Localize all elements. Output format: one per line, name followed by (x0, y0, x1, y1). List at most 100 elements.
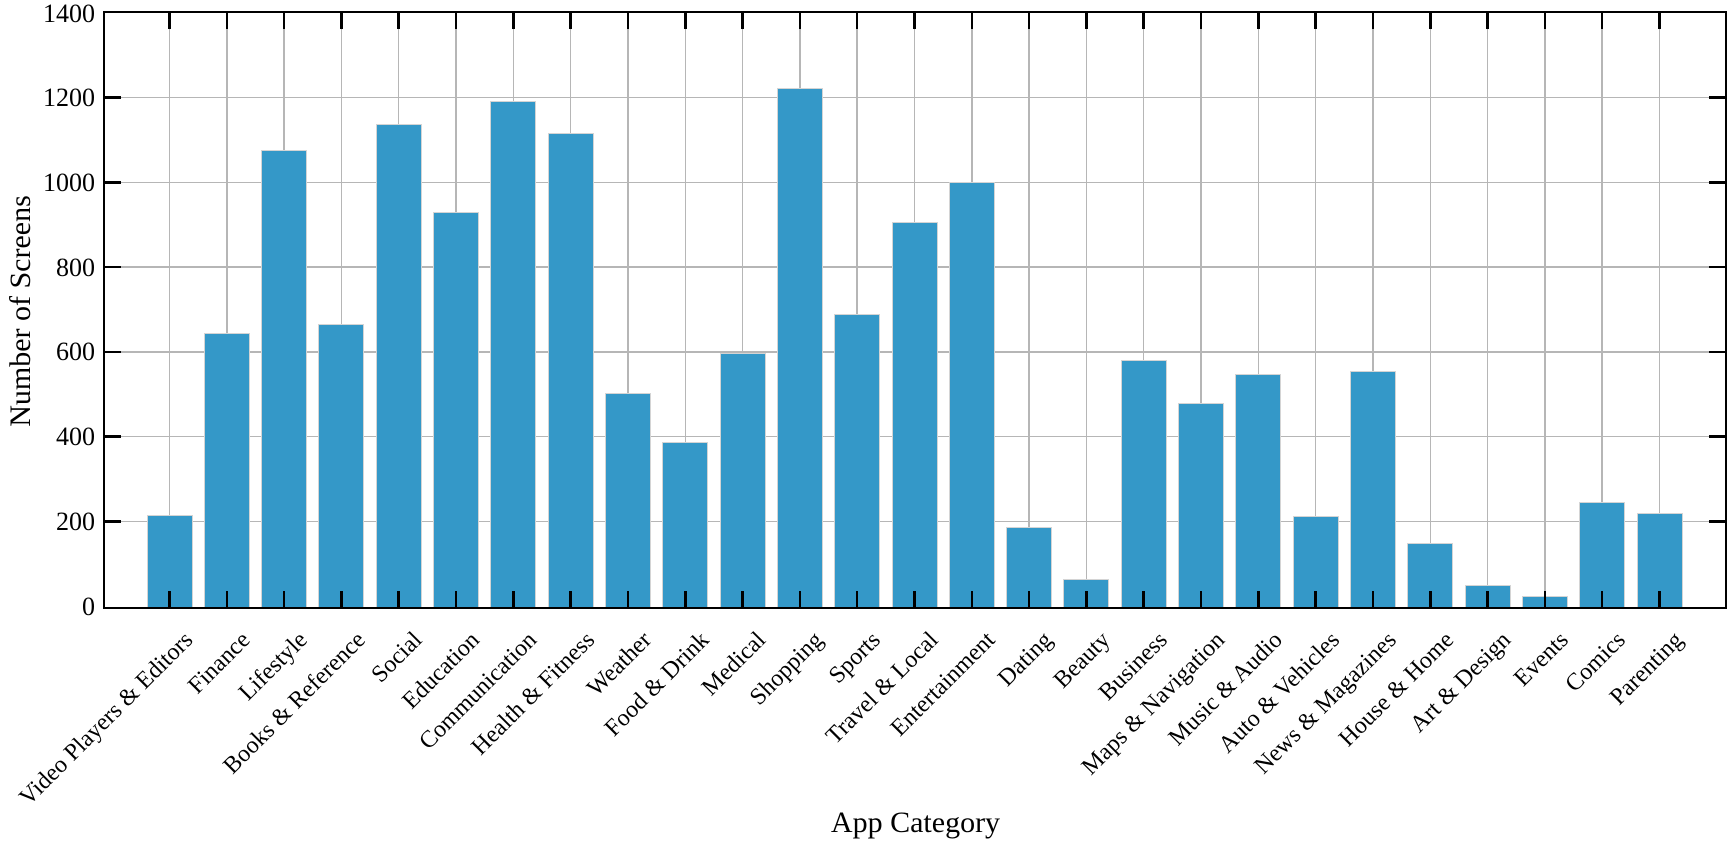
y-tick-right (1709, 265, 1725, 269)
x-tick-bottom (684, 591, 687, 607)
bar (1178, 402, 1225, 607)
y-tick-left (105, 265, 121, 269)
x-tick-top (626, 13, 630, 29)
bar (203, 333, 250, 607)
bar (834, 313, 881, 607)
x-tick-bottom (340, 591, 343, 607)
x-tick-bottom (1142, 591, 1145, 607)
bar (719, 352, 766, 607)
x-tick-bottom (225, 591, 229, 607)
x-tick-top (855, 13, 859, 29)
bar (948, 181, 995, 607)
v-gridline (1544, 13, 1546, 607)
y-tick-label: 400 (56, 422, 95, 452)
x-tick-bottom (282, 591, 286, 607)
y-tick-right (1709, 435, 1725, 438)
y-tick-label: 600 (56, 337, 95, 367)
y-tick-label: 800 (56, 252, 95, 282)
v-gridline (856, 13, 858, 607)
bar (1579, 502, 1626, 607)
bar (1349, 370, 1396, 607)
x-axis-title: App Category (830, 806, 1001, 839)
x-tick-bottom (1658, 591, 1661, 607)
x-tick-bottom (855, 591, 859, 607)
y-tick-left (105, 350, 121, 354)
v-gridline (1486, 13, 1489, 607)
x-tick-top (225, 13, 229, 29)
v-gridline (1085, 13, 1088, 607)
bar (433, 211, 480, 607)
x-tick-top (454, 13, 458, 29)
v-gridline (1200, 13, 1202, 607)
x-tick-bottom (1314, 591, 1317, 607)
y-tick-left (105, 520, 121, 523)
x-tick-top (1257, 13, 1260, 29)
x-tick-top (970, 13, 974, 29)
x-tick-top (397, 13, 400, 29)
x-tick-top (798, 13, 802, 29)
y-tick-left (105, 96, 121, 99)
y-tick-label: 1400 (43, 0, 95, 28)
v-gridline (168, 13, 171, 607)
bar (891, 222, 938, 607)
x-tick-bottom (1085, 591, 1088, 607)
x-tick-bottom (1199, 591, 1203, 607)
x-tick-bottom (1371, 591, 1375, 607)
y-tick-label: 1200 (43, 83, 95, 113)
v-gridline (1028, 13, 1030, 607)
x-tick-label: Dating (993, 627, 1059, 692)
v-gridline (1314, 13, 1317, 607)
bar (490, 101, 537, 607)
y-tick-right (1709, 520, 1725, 523)
x-tick-bottom (1429, 591, 1432, 607)
x-tick-top (1543, 13, 1547, 29)
x-tick-top (1600, 13, 1604, 29)
x-tick-bottom (569, 591, 572, 607)
v-gridline (684, 13, 687, 607)
x-tick-top (1085, 13, 1088, 29)
y-tick-right (1709, 96, 1725, 99)
bar (375, 123, 422, 607)
y-tick-label: 0 (82, 591, 95, 621)
x-tick-bottom (1486, 591, 1489, 607)
y-tick-label: 1000 (43, 167, 95, 197)
x-tick-top (1142, 13, 1145, 29)
x-tick-top (282, 13, 286, 29)
x-tick-top (512, 13, 515, 29)
v-gridline (741, 13, 744, 607)
x-tick-top (913, 13, 916, 29)
x-tick-top (1429, 13, 1432, 29)
y-tick-left (105, 435, 121, 438)
bar (1120, 360, 1167, 607)
bar (662, 442, 709, 607)
x-tick-bottom (168, 591, 171, 607)
x-tick-bottom (1543, 591, 1547, 607)
v-gridline (1372, 13, 1374, 607)
x-tick-top (1199, 13, 1203, 29)
v-gridline (226, 13, 228, 607)
x-tick-bottom (741, 591, 744, 607)
v-gridline (1142, 13, 1145, 607)
bar (318, 324, 365, 607)
x-tick-bottom (397, 591, 400, 607)
v-gridline (340, 13, 343, 607)
v-gridline (627, 13, 629, 607)
x-tick-top (1658, 13, 1661, 29)
x-tick-bottom (1027, 591, 1031, 607)
x-tick-top (569, 13, 572, 29)
x-tick-top (1371, 13, 1375, 29)
x-tick-bottom (913, 591, 916, 607)
bar (261, 149, 308, 607)
x-tick-bottom (970, 591, 974, 607)
y-tick-right (1709, 181, 1725, 184)
x-tick-top (741, 13, 744, 29)
x-tick-top (1027, 13, 1031, 29)
x-tick-top (168, 13, 171, 29)
y-tick-label: 200 (56, 506, 95, 536)
x-tick-top (340, 13, 343, 29)
x-tick-top (684, 13, 687, 29)
x-tick-top (1314, 13, 1317, 29)
bar (1292, 515, 1339, 607)
v-gridline (1257, 13, 1260, 607)
